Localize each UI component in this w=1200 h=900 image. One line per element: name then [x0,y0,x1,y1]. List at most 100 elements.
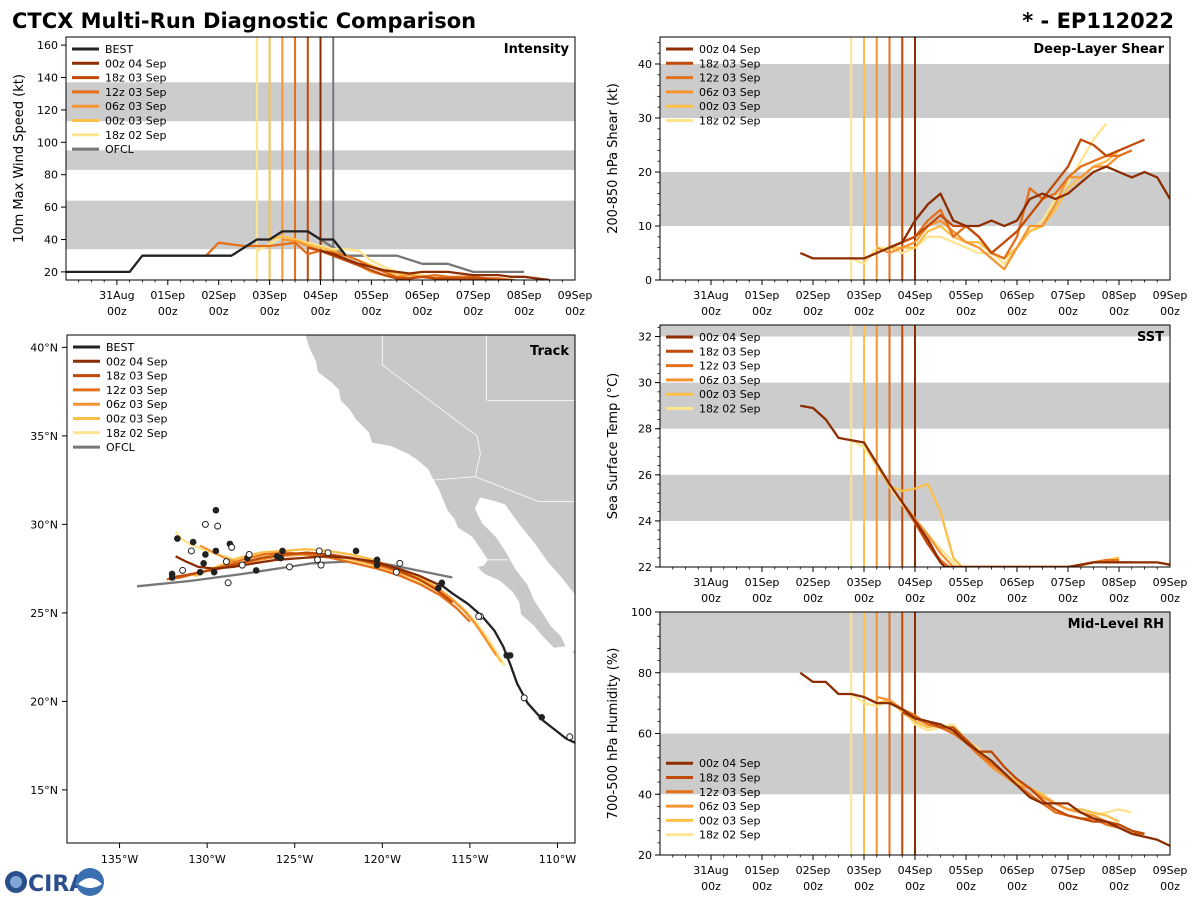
rh-ytick-label: 20 [638,849,652,862]
intensity-xtick-label-hour: 00z [311,305,331,318]
track-legend-label-00z-03-sep: 00z 03 Sep [106,413,168,426]
intensity-xtick-label-day: 09Sep [558,289,593,302]
shear-legend-label-00z-03-sep: 00z 03 Sep [699,100,761,113]
intensity-xtick-label-day: 01Sep [150,289,185,302]
rh-xtick-label-hour: 00z [854,880,874,893]
track-legend-label-best: BEST [106,341,134,354]
intensity-ytick-label: 40 [44,234,58,247]
shear-xtick-label-hour: 00z [854,305,874,318]
intensity-legend-label-06z-03-sep: 06z 03 Sep [105,100,167,113]
track-ytick-label: 20°N [30,695,58,708]
cira-logo: CIRA [5,868,104,897]
track-position-marker-filled [200,560,207,567]
track-legend-label-12z-03-sep: 12z 03 Sep [106,384,168,397]
track-legend-label-00z-04-sep: 00z 04 Sep [106,355,168,368]
noaa-wave-icon [78,878,102,888]
shear-panel: 0 10 20 30 40 31Aug 00z 01Sep 00z 02Sep 00z 03Sep 00… [606,36,1187,318]
sst-xtick-label-day: 09Sep [1153,576,1188,589]
track-border-ca-az [474,435,481,477]
shear-xtick-label-day: 02Sep [796,289,831,302]
shear-xtick-label-day: 07Sep [1051,289,1086,302]
shear-ytick-label: 20 [638,166,652,179]
intensity-xtick-label-hour: 00z [362,305,382,318]
intensity-xtick-label-hour: 00z [514,305,534,318]
track-ytick-label: 25°N [30,607,58,620]
track-frame [66,334,576,844]
track-position-marker-open [313,556,321,564]
shear-ytick-label: 10 [638,220,652,233]
track-position-marker-open [245,550,253,558]
rh-xtick-label-hour: 00z [905,880,925,893]
sst-plot-area [660,325,1170,567]
shear-legend-label-18z-02-sep: 18z 02 Sep [699,115,761,128]
sst-legend-label-12z-03-sep: 12z 03 Sep [699,360,761,373]
track-position-marker-open [187,547,195,555]
sst-xtick-label-day: 08Sep [1102,576,1137,589]
track-position-marker-open [285,563,293,571]
shear-xtick-label-hour: 00z [905,305,925,318]
intensity-xtick-label-hour: 00z [463,305,483,318]
track-position-marker-filled [196,568,204,576]
intensity-ytick-label: 80 [44,169,58,182]
rh-xtick-label-day: 02Sep [796,864,831,877]
track-position-marker-filled [168,574,176,581]
shear-legend-label-12z-03-sep: 12z 03 Sep [699,72,761,85]
intensity-ylabel: 10m Max Wind Speed (kt) [12,74,27,243]
shear-xtick-label-hour: 00z [1160,305,1180,318]
intensity-title: Intensity [504,42,570,57]
track-xtick-label: 120°W [364,853,401,866]
shear-xtick-label-hour: 00z [956,305,976,318]
shear-xtick-label-day: 08Sep [1102,289,1137,302]
intensity-series-ofcl [319,238,525,274]
sst-ytick-label: 28 [638,423,652,436]
track-position-marker-open [201,520,209,528]
shear-xtick-label-day: 04Sep [898,289,933,302]
intensity-xtick-label-day: 05Sep [354,289,389,302]
track-position-marker-open [228,543,236,551]
track-position-marker-filled [189,538,197,546]
shear-xtick-label-day: 01Sep [745,289,780,302]
rh-legend-label-18z-02-sep: 18z 02 Sep [699,829,761,842]
sst-xtick-label-day: 02Sep [796,576,831,589]
track-ytick-label: 40°N [30,341,58,354]
rh-xtick-label-hour: 00z [701,880,721,893]
sst-xtick-label-day: 01Sep [745,576,780,589]
sst-xtick-label-hour: 00z [803,592,823,605]
shear-legend-label-18z-03-sep: 18z 03 Sep [699,57,761,70]
intensity-legend-label-00z-04-sep: 00z 04 Sep [105,57,167,70]
shear-ytick-label: 30 [638,112,652,125]
track-land-north-america [304,335,575,649]
rh-xtick-label-hour: 00z [1109,880,1129,893]
sst-legend-label-18z-02-sep: 18z 02 Sep [699,403,761,416]
sst-ytick-label: 26 [638,469,652,482]
sst-ylabel: Sea Surface Temp (°C) [606,373,621,520]
shear-xtick-label-day: 05Sep [949,289,984,302]
track-series-18z-03-sep [170,551,454,604]
intensity-xtick-label-hour: 00z [565,305,585,318]
rh-title: Mid-Level RH [1068,617,1164,632]
intensity-ytick-label: 60 [44,201,58,214]
intensity-xtick-label-hour: 00z [412,305,432,318]
track-position-marker-open [396,559,404,567]
rh-legend-label-18z-03-sep: 18z 03 Sep [699,772,761,785]
sst-ytick-label: 22 [638,561,652,574]
shear-series-06z-03-sep [876,154,1120,271]
shear-ytick-label: 40 [638,58,652,71]
rh-legend-label-06z-03-sep: 06z 03 Sep [699,800,761,813]
intensity-ytick-label: 100 [37,136,58,149]
track-xtick-label: 125°W [276,853,313,866]
shear-xtick-label-day: 31Aug [693,289,728,302]
track-position-marker-filled [438,579,446,587]
track-title: Track [530,344,569,359]
sst-xtick-label-day: 05Sep [949,576,984,589]
rh-xtick-label-day: 01Sep [745,864,780,877]
rh-xtick-label-hour: 00z [752,880,772,893]
shear-ylabel: 200-850 hPa Shear (kt) [606,83,621,234]
track-border-us-mexico [433,476,575,502]
intensity-xtick-label-day: 31Aug [99,289,134,302]
rh-panel: 20 40 60 80 100 31Aug 00z 01Sep 00z 02Sep 00z 03Sep… [606,606,1187,893]
track-position-marker-open [520,694,528,702]
sst-xtick-label-day: 04Sep [898,576,933,589]
